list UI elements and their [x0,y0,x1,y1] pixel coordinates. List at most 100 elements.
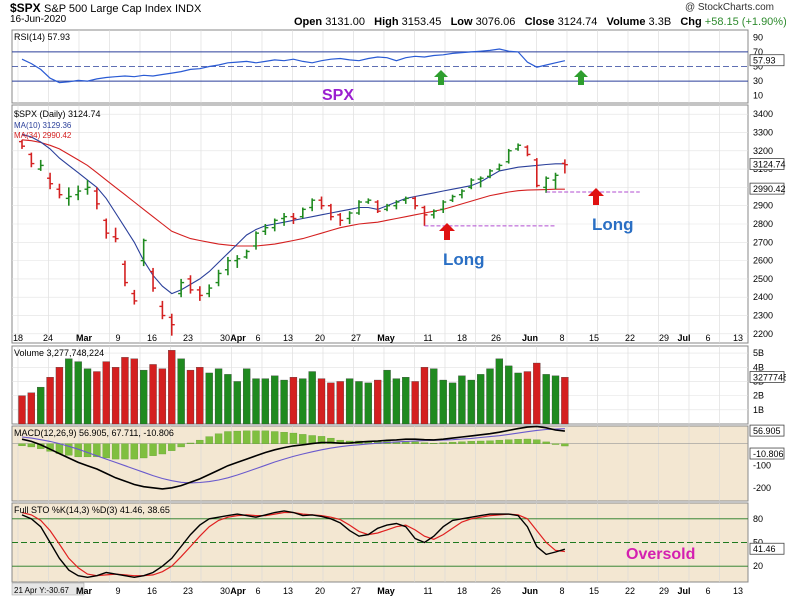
x-tick-label-bottom: 20 [315,586,325,596]
macd-histogram-bar [177,443,185,448]
volume-bar [214,368,223,425]
volume-bar [252,378,260,425]
sto-title: Full STO %K(14,3) %D(3) 41.46, 38.65 [14,505,170,515]
volume-bar [55,367,64,425]
volume-last-value-box [749,371,785,383]
sto-tick-label: 50 [753,538,763,548]
macd-last-value: 56.905 [753,426,781,436]
volume-bar [458,375,466,425]
exchange: INDX [175,3,202,15]
volume-bar [411,381,419,425]
macd-histogram-bar [27,443,36,448]
x-tick-label-bottom: 11 [423,586,432,596]
volume-bar [551,375,560,425]
volume-value: 3.3B [648,16,672,28]
macd-histogram-bar [65,443,73,456]
x-tick-label-bottom: 6 [255,586,260,596]
volume-bar [83,368,92,425]
macd-histogram-bar [505,439,513,444]
crosshair-readout: 21 Apr Y:-30.67 [14,586,70,595]
macd-title: MACD(12,26,9) 56.905, 67.711, -10.806 [14,428,174,438]
volume-tick-label: 2B [753,391,764,401]
volume-bar [299,378,307,425]
volume-bar [355,381,363,425]
macd-hist-value-box [749,447,785,460]
x-tick-label: 16 [147,333,157,343]
volume-bar [121,357,129,425]
sto-k-line [21,510,566,579]
rsi-last-value: 57.93 [753,56,776,66]
macd-histogram-bar [420,442,429,444]
volume-bar [205,372,213,425]
macd-histogram-bar [439,442,447,444]
x-tick-label: Mar [76,333,93,343]
volume-bar [196,367,204,425]
macd-histogram-bar [523,438,532,444]
x-tick-label: 15 [589,333,599,343]
volume-bar [271,375,279,425]
sto-tick-label: 80 [753,514,763,524]
macd-histogram-bar [149,443,157,456]
rsi-tick-label: 10 [753,91,763,101]
x-tick-label: 9 [115,333,120,343]
x-tick-label-bottom: 27 [351,586,361,596]
macd-histogram-bar [83,443,92,458]
macd-hist-value: -10.806 [753,449,784,459]
ma34-last-value-box [749,182,785,195]
x-tick-label: 30 [220,333,230,343]
x-tick-label-bottom: 8 [559,586,564,596]
x-tick-label-bottom: 26 [491,586,501,596]
volume-bar [37,386,45,425]
rsi-title: RSI(14) 57.93 [14,32,70,42]
volume-bar [308,371,316,425]
red-arrow-icon [588,188,604,205]
macd-histogram-bar [233,430,241,444]
price-tick-label: 2500 [753,274,773,284]
macd-histogram-bar [299,434,307,444]
volume-bar [523,371,532,425]
volume-tick-label: 1B [753,405,764,415]
x-tick-label: 23 [183,333,193,343]
macd-histogram-bar [224,431,232,444]
macd-histogram-bar [448,441,457,444]
price-tick-label: 3200 [753,146,773,156]
macd-histogram-bar [186,442,195,444]
ma34-legend: MA(34) 2990.42 [14,131,72,140]
macd-histogram-bar [533,439,541,444]
macd-histogram-bar [205,436,213,444]
ohlc-readout: Open 3131.00 High 3153.45 Low 3076.06 Cl… [294,16,786,28]
macd-histogram-bar [158,443,167,455]
low-label: Low [450,16,473,28]
volume-bar [74,361,82,425]
low-value: 3076.06 [475,16,516,28]
macd-histogram-bar [561,443,569,447]
x-tick-label-bottom: 13 [283,586,293,596]
volume-bar [402,377,410,425]
rsi-line [21,48,566,84]
volume-bar [93,371,101,425]
ma10-legend: MA(10) 3129.36 [14,121,72,130]
chart-date: 16-Jun-2020 [10,14,67,25]
macd-histogram-bar [140,443,148,459]
x-tick-label-bottom: Mar [76,586,93,596]
volume-bar [261,378,270,425]
rsi-tick-label: 70 [753,47,763,57]
macd-histogram-bar [411,441,419,444]
x-tick-label-bottom: May [377,586,395,596]
ma34-last-value: 2990.42 [753,184,786,194]
green-arrow-icon [574,70,588,85]
price-tick-label: 2900 [753,201,773,211]
price-last-value-box [749,158,785,170]
macd-histogram-bar [242,430,251,444]
price-tick-label: 3300 [753,127,773,137]
macd-histogram-bar [542,441,550,444]
volume-bar [224,374,232,425]
macd-histogram-bar [551,443,560,445]
watermark: @ StockCharts.com [684,2,774,13]
volume-bar [467,379,475,425]
macd-signal-line [21,428,565,484]
price-tick-label: 2600 [753,256,773,266]
macd-tick-label: -100 [753,461,771,471]
symbol-title: $SPX S&P 500 Large Cap Index INDX [10,1,201,15]
